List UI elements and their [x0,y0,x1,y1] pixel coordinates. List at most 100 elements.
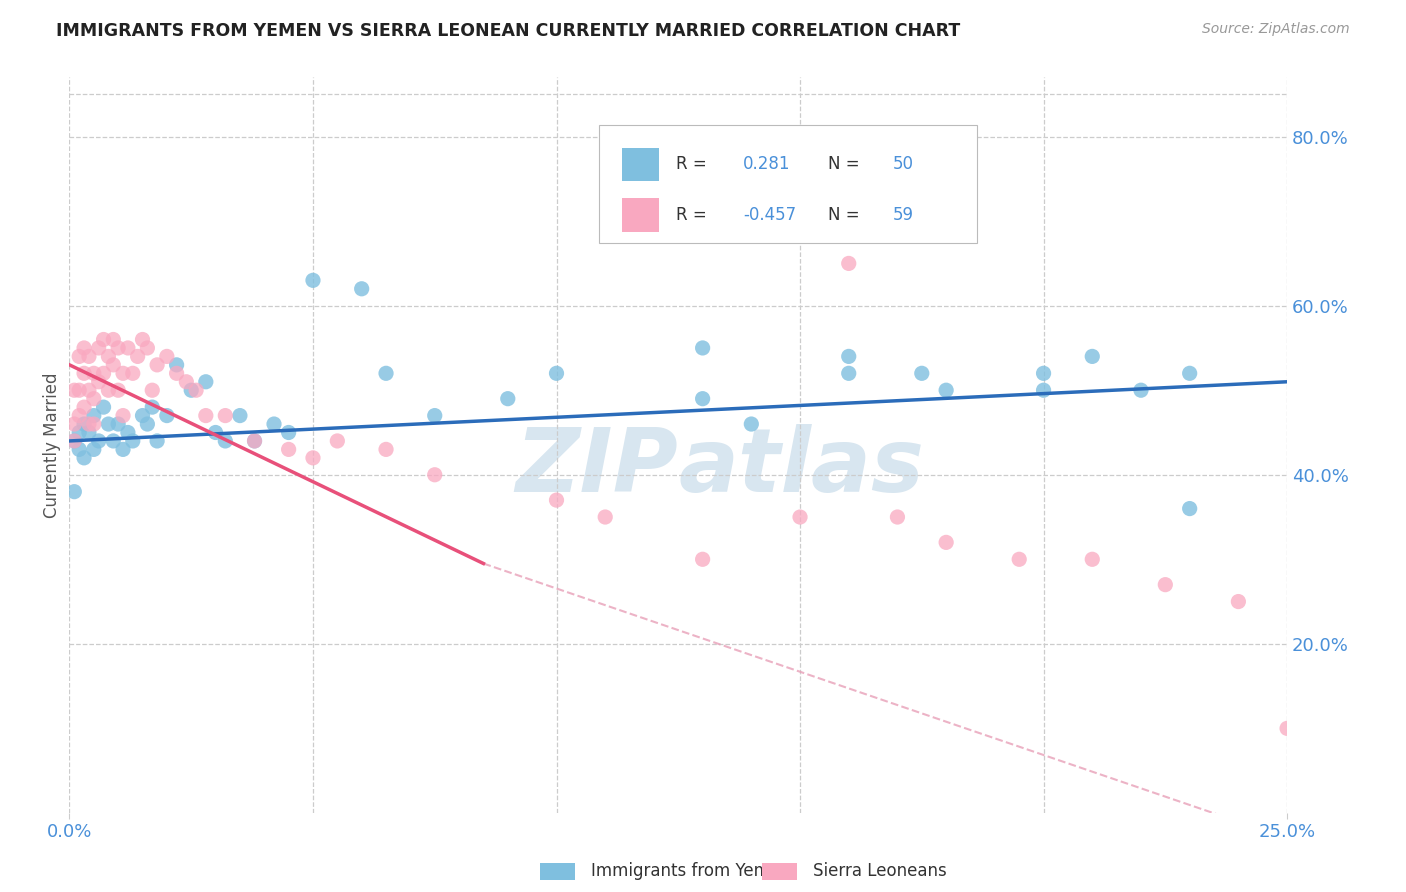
Point [107,383,129,397]
Point [546,493,568,508]
Point [1275,722,1298,736]
Point [350,282,373,296]
Point [131,409,153,423]
Point [496,392,519,406]
Point [121,434,143,448]
Point [838,350,860,364]
Point [229,409,252,423]
FancyBboxPatch shape [599,125,977,243]
Text: R =: R = [676,206,711,224]
Point [141,400,163,414]
Point [77,417,100,431]
Point [204,425,226,440]
Point [423,467,446,482]
Point [692,392,714,406]
Point [63,417,86,431]
Point [121,367,143,381]
Point [194,375,217,389]
Point [97,417,120,431]
Point [1227,594,1250,608]
Point [112,442,135,457]
Point [127,350,149,364]
Point [935,535,957,549]
Point [112,409,135,423]
Point [838,256,860,270]
Point [63,383,86,397]
Point [886,510,908,524]
Point [546,367,568,381]
Point [375,442,398,457]
Point [935,383,957,397]
Point [63,434,86,448]
Point [214,434,236,448]
Point [326,434,349,448]
Point [67,409,90,423]
Point [117,341,139,355]
Point [67,425,90,440]
Point [838,367,860,381]
Point [93,400,115,414]
Point [1081,552,1104,566]
Text: N =: N = [828,206,865,224]
Point [1154,577,1177,591]
Point [302,450,325,465]
Point [93,333,115,347]
Text: atlas: atlas [678,424,924,511]
Text: N =: N = [828,155,865,173]
Point [87,341,110,355]
Point [83,409,105,423]
Y-axis label: Currently Married: Currently Married [44,373,60,518]
Point [73,400,96,414]
Point [146,434,169,448]
Point [83,442,105,457]
Point [103,333,125,347]
Point [156,409,179,423]
Point [107,417,129,431]
Text: 50: 50 [893,155,914,173]
Point [83,417,105,431]
Point [73,450,96,465]
Text: 0.281: 0.281 [742,155,790,173]
Point [87,434,110,448]
Point [243,434,266,448]
Text: IMMIGRANTS FROM YEMEN VS SIERRA LEONEAN CURRENTLY MARRIED CORRELATION CHART: IMMIGRANTS FROM YEMEN VS SIERRA LEONEAN … [56,22,960,40]
Point [97,350,120,364]
Point [77,425,100,440]
Point [180,383,202,397]
Point [107,341,129,355]
Point [73,341,96,355]
Point [263,417,285,431]
Point [166,358,188,372]
Point [740,417,762,431]
Point [1008,552,1031,566]
Point [375,367,398,381]
Text: 59: 59 [893,206,914,224]
Point [87,375,110,389]
Point [911,367,934,381]
Text: Source: ZipAtlas.com: Source: ZipAtlas.com [1202,22,1350,37]
Point [1178,501,1201,516]
Point [112,367,135,381]
Point [1129,383,1152,397]
Point [1178,367,1201,381]
Point [214,409,236,423]
Point [136,417,159,431]
Point [63,484,86,499]
Bar [623,198,659,232]
Point [67,350,90,364]
Point [141,383,163,397]
Point [1324,789,1347,803]
Point [277,442,299,457]
Point [156,350,179,364]
Point [1032,367,1054,381]
Point [146,358,169,372]
Text: -0.457: -0.457 [742,206,796,224]
Point [1032,383,1054,397]
Point [277,425,299,440]
Point [67,383,90,397]
Point [136,341,159,355]
Point [194,409,217,423]
Text: Immigrants from Yemen: Immigrants from Yemen [591,863,790,880]
Point [593,510,616,524]
Point [77,350,100,364]
